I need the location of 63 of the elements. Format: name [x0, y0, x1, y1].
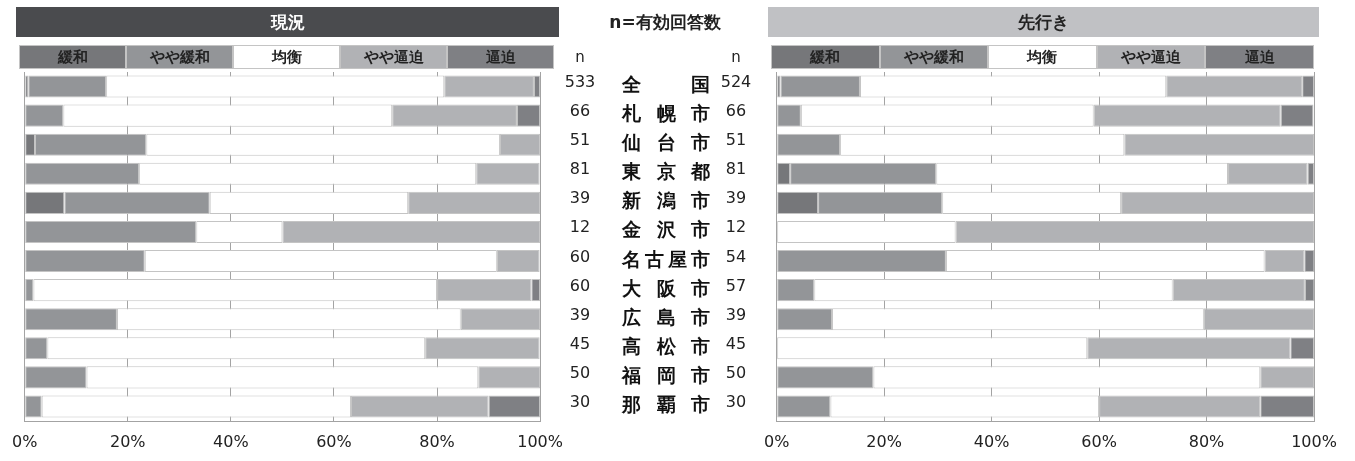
data-label: 60 [568, 246, 592, 268]
category-label: 福岡市 [622, 362, 710, 388]
series-label: やや逼迫 [1096, 45, 1206, 69]
text: n [730, 47, 742, 68]
data-label: 39 [568, 188, 592, 210]
x-tick-label: 40% [213, 431, 249, 451]
data-label: 45 [724, 333, 748, 355]
x-tick-label: 0% [764, 431, 790, 451]
category-label: 金沢市 [622, 217, 710, 243]
data-label: 12 [568, 217, 592, 239]
category-label: 全国 [622, 72, 710, 97]
text: やや緩和 [126, 45, 233, 69]
text: やや緩和 [879, 45, 989, 69]
chart-title: 先行き [768, 7, 1319, 37]
category-label: 名古屋市 [622, 246, 710, 272]
data-label: 66 [568, 101, 592, 123]
text: n=有効回答数 [608, 10, 722, 34]
data-label: 60 [568, 275, 592, 297]
x-tick-label: 0% [12, 431, 38, 451]
data-label: 30 [724, 391, 748, 413]
x-tick-label: 20% [110, 431, 146, 451]
data-label: 50 [724, 362, 748, 384]
series-label: 逼迫 [447, 45, 554, 69]
data-label: 81 [568, 159, 592, 181]
category-label: 新潟市 [622, 188, 710, 214]
x-tick-label: 80% [1188, 431, 1225, 451]
x-tick-label: 100% [517, 431, 563, 451]
series-label: 均衡 [988, 45, 1097, 69]
x-tick-label: 80% [419, 431, 455, 451]
data-label: 57 [724, 275, 748, 297]
x-tick-label: 60% [316, 431, 352, 451]
data-label: 39 [724, 188, 748, 210]
category-label: 札幌市 [622, 101, 710, 127]
chart-title: 現況 [16, 7, 559, 37]
series-label: 均衡 [233, 45, 340, 69]
data-label: 533 [563, 72, 597, 93]
data-label: 45 [568, 333, 592, 355]
x-tick-label: 40% [973, 431, 1010, 451]
x-tick-label: 100% [1291, 431, 1337, 451]
x-tick-label: 20% [866, 431, 902, 451]
category-label: 那覇市 [622, 391, 710, 417]
data-label: 54 [724, 246, 748, 268]
series-label: やや逼迫 [340, 45, 447, 69]
category-label: 大阪市 [622, 275, 710, 301]
x-tick-label: 60% [1081, 431, 1117, 451]
category-label: 東京都 [622, 159, 710, 185]
data-label: 66 [724, 101, 748, 123]
category-label: 仙台市 [622, 130, 710, 156]
text: 緩和 [771, 45, 880, 69]
text: 緩和 [19, 45, 126, 69]
category-label: 高松市 [622, 333, 710, 359]
data-label: 39 [568, 304, 592, 326]
data-label: 81 [724, 159, 748, 181]
data-label: 524 [719, 72, 753, 93]
data-label: 51 [568, 130, 592, 152]
text: n [574, 47, 586, 68]
data-label: 12 [724, 217, 748, 239]
data-label: 39 [724, 304, 748, 326]
text: 逼迫 [1205, 45, 1314, 69]
data-label: 51 [724, 130, 748, 152]
category-label: 広島市 [622, 304, 710, 330]
data-label: 30 [568, 391, 592, 413]
data-label: 50 [568, 362, 592, 384]
